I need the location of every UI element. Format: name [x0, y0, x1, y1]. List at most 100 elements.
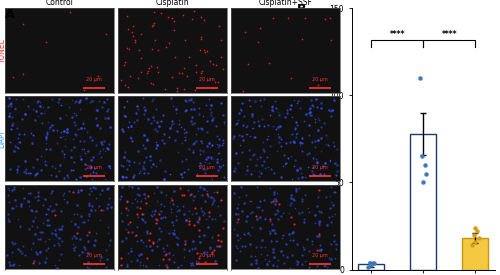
Point: [205, 92, 213, 96]
Point: [310, 162, 318, 166]
Point: [367, 263, 375, 267]
Text: A: A: [5, 8, 15, 21]
Point: [412, 9, 420, 13]
Point: [236, 39, 244, 43]
Point: [480, 48, 488, 52]
Point: [288, 60, 296, 64]
Point: [76, 97, 84, 102]
Y-axis label: TUNEL-Positive cells: TUNEL-Positive cells: [318, 100, 326, 177]
Point: [416, 76, 424, 80]
Title: Cisplatin+SSF: Cisplatin+SSF: [258, 0, 312, 7]
Point: [426, 0, 434, 4]
Point: [425, 14, 433, 18]
Point: [408, 63, 416, 67]
Point: [472, 226, 480, 230]
Point: [302, 98, 310, 103]
Point: [324, 8, 332, 13]
Bar: [410, 134, 436, 270]
Point: [312, 10, 320, 14]
Point: [310, 43, 318, 48]
Point: [395, 16, 403, 20]
Text: B: B: [297, 3, 306, 16]
Point: [390, 26, 398, 31]
Point: [194, 56, 202, 60]
Point: [350, 86, 358, 90]
Point: [198, 121, 206, 125]
Point: [194, 185, 202, 190]
Point: [91, 157, 99, 161]
Point: [342, 67, 349, 72]
Point: [332, 31, 340, 36]
Point: [462, 8, 470, 13]
Point: [472, 240, 480, 244]
Point: [311, 76, 319, 81]
Point: [464, 172, 472, 177]
Point: [366, 260, 374, 265]
Point: [364, 265, 372, 269]
Point: [468, 243, 476, 247]
Point: [498, 7, 500, 11]
Point: [130, 181, 138, 185]
Point: [422, 37, 430, 41]
Text: 20 μm: 20 μm: [86, 77, 102, 82]
Point: [280, 64, 287, 68]
Point: [252, 24, 260, 29]
Point: [228, 54, 235, 58]
Point: [371, 58, 379, 62]
Point: [474, 236, 482, 240]
Point: [164, 54, 172, 58]
Point: [466, 73, 474, 77]
Text: 20 μm: 20 μm: [312, 165, 328, 170]
Point: [416, 155, 424, 160]
Point: [208, 75, 216, 79]
Point: [173, 0, 181, 1]
Point: [372, 69, 380, 73]
Point: [212, 0, 220, 2]
Point: [436, 123, 444, 128]
Point: [134, 178, 142, 183]
Point: [378, 32, 386, 36]
Point: [473, 229, 481, 233]
Point: [321, 18, 329, 23]
Point: [364, 153, 372, 157]
Text: 20 μm: 20 μm: [199, 77, 215, 82]
Point: [260, 59, 268, 64]
Point: [470, 9, 478, 14]
Point: [426, 122, 434, 126]
Point: [243, 61, 251, 65]
Point: [450, 32, 458, 36]
Point: [255, 70, 263, 75]
Point: [382, 11, 390, 15]
Point: [418, 154, 426, 158]
Point: [424, 46, 432, 50]
Bar: [358, 264, 384, 270]
Point: [365, 44, 373, 48]
Point: [122, 65, 130, 69]
Point: [209, 94, 217, 98]
Point: [440, 61, 448, 65]
Point: [234, 89, 241, 94]
Point: [341, 139, 349, 144]
Point: [420, 180, 428, 185]
Y-axis label: MERGE: MERGE: [0, 213, 6, 241]
Y-axis label: TUNEL: TUNEL: [0, 38, 6, 63]
Text: 20 μm: 20 μm: [312, 254, 328, 258]
Point: [168, 26, 176, 30]
Point: [167, 33, 175, 38]
Point: [322, 152, 330, 156]
Point: [399, 180, 407, 184]
Point: [253, 171, 261, 175]
Text: 20 μm: 20 μm: [199, 254, 215, 258]
Point: [421, 163, 429, 167]
Point: [370, 261, 378, 266]
Title: Control: Control: [46, 0, 74, 7]
Point: [470, 232, 478, 237]
Point: [342, 65, 350, 70]
Text: 20 μm: 20 μm: [86, 165, 102, 170]
Point: [100, 22, 108, 26]
Point: [98, 182, 106, 186]
Point: [286, 144, 294, 148]
Point: [328, 140, 336, 144]
Point: [372, 186, 380, 191]
Point: [175, 40, 183, 45]
